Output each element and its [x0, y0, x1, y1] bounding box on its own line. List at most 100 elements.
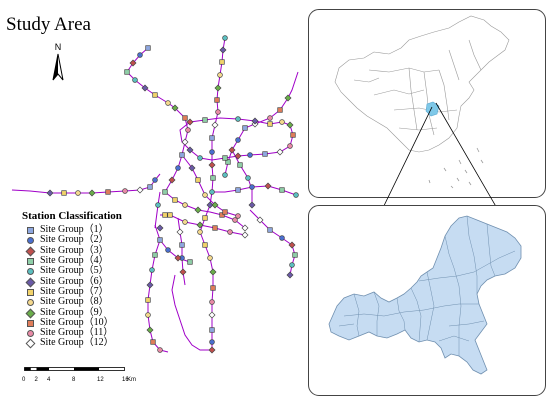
- station-marker: [88, 189, 96, 197]
- station-marker: [211, 201, 219, 209]
- legend-item: Site Group（7）: [22, 285, 122, 297]
- highlighted-region: [425, 101, 440, 117]
- station-marker: [181, 138, 189, 146]
- station-marker: [196, 221, 204, 229]
- legend-title: Station Classification: [22, 210, 122, 222]
- legend-item: Site Group（12）: [22, 338, 122, 349]
- legend-item-label: Site Group（9）: [40, 306, 109, 318]
- station-marker: [176, 228, 184, 236]
- station-marker: [284, 94, 292, 102]
- station-marker: [167, 212, 173, 218]
- station-marker: [207, 255, 213, 261]
- station-marker: [182, 219, 188, 225]
- station-marker: [215, 109, 221, 115]
- station-marker: [214, 84, 222, 92]
- station-marker: [219, 46, 227, 54]
- station-marker: [227, 229, 233, 235]
- station-marker: [293, 192, 299, 198]
- station-marker: [155, 202, 161, 208]
- station-marker: [147, 184, 153, 190]
- station-marker: [202, 215, 208, 221]
- station-marker: [225, 159, 231, 165]
- station-marker: [202, 192, 208, 198]
- station-marker: [175, 165, 181, 171]
- station-marker: [208, 346, 216, 354]
- station-marker: [256, 216, 264, 224]
- legend-item: Site Group（2）: [22, 235, 122, 245]
- legend-item-label: Site Group（8）: [40, 296, 109, 308]
- station-marker: [61, 190, 67, 196]
- station-marker: [234, 152, 242, 160]
- square-marker-icon: [26, 257, 34, 266]
- scale-tick-label: 16: [122, 377, 129, 383]
- scale-tick-label: 12: [97, 377, 104, 383]
- region-detail-panel: [308, 205, 546, 396]
- station-marker: [279, 235, 285, 241]
- station-marker: [222, 172, 228, 178]
- station-marker: [279, 119, 285, 125]
- station-marker: [267, 115, 273, 121]
- station-marker: [288, 241, 296, 249]
- station-marker: [141, 84, 149, 92]
- legend: Station Classification Site Group（1） Site…: [22, 210, 122, 349]
- station-marker: [264, 182, 272, 190]
- station-marker: [222, 209, 228, 215]
- station-marker: [286, 121, 294, 129]
- station-marker: [186, 146, 194, 154]
- circle-marker-icon: [26, 267, 34, 276]
- station-marker: [75, 190, 81, 196]
- circle-marker-icon: [26, 236, 34, 245]
- station-marker: [124, 69, 130, 75]
- legend-item-label: Site Group（11）: [40, 327, 114, 339]
- station-marker: [210, 285, 216, 291]
- station-marker: [152, 177, 158, 183]
- station-marker: [290, 132, 296, 138]
- legend-item: Site Group（4）: [22, 256, 122, 266]
- station-marker: [241, 224, 249, 232]
- station-marker: [165, 100, 171, 106]
- station-marker: [235, 187, 241, 193]
- station-marker: [168, 176, 176, 184]
- diamond-marker-icon: [25, 338, 36, 349]
- station-marker: [245, 175, 251, 181]
- station-marker: [287, 143, 293, 149]
- north-arrow-icon: [52, 53, 64, 81]
- legend-item-label: Site Group（3）: [40, 244, 109, 256]
- scale-bar: 0 2 4 8 12 16 Km: [22, 367, 136, 387]
- legend-item: Site Group（11）: [22, 328, 122, 338]
- station-marker: [286, 271, 294, 279]
- map-title: Study Area: [6, 14, 91, 35]
- station-marker: [208, 161, 216, 169]
- legend-item-label: Site Group（6）: [40, 275, 109, 287]
- station-marker: [228, 146, 236, 154]
- legend-item-label: Site Group（10）: [40, 316, 114, 328]
- station-marker: [185, 127, 191, 133]
- station-marker: [209, 339, 215, 345]
- diamond-marker-icon: [25, 246, 36, 257]
- legend-item: Site Group（5）: [22, 266, 122, 276]
- station-marker: [202, 242, 208, 248]
- station-marker: [209, 189, 215, 195]
- station-marker: [219, 212, 225, 218]
- station-marker: [129, 59, 137, 67]
- station-marker: [152, 252, 158, 258]
- station-marker: [277, 107, 283, 113]
- diamond-marker-icon: [25, 277, 36, 288]
- station-marker: [182, 115, 188, 121]
- legend-item: Site Group（9）: [22, 306, 122, 318]
- station-marker: [211, 121, 219, 129]
- station-marker: [105, 189, 111, 195]
- station-marker: [241, 231, 249, 239]
- legend-item-label: Site Group（4）: [40, 255, 109, 267]
- legend-items: Site Group（1） Site Group（2） Site Group（3） S…: [22, 225, 122, 349]
- legend-item: Site Group（3）: [22, 244, 122, 257]
- station-marker: [267, 227, 273, 233]
- scale-tick-label: 0: [22, 377, 26, 383]
- station-marker: [188, 164, 196, 172]
- legend-item-label: Site Group（7）: [40, 285, 109, 297]
- station-marker: [206, 201, 214, 209]
- north-arrow: N: [50, 42, 66, 84]
- legend-item: Site Group（6）: [22, 275, 122, 288]
- station-marker: [146, 281, 154, 289]
- diamond-marker-icon: [25, 308, 36, 318]
